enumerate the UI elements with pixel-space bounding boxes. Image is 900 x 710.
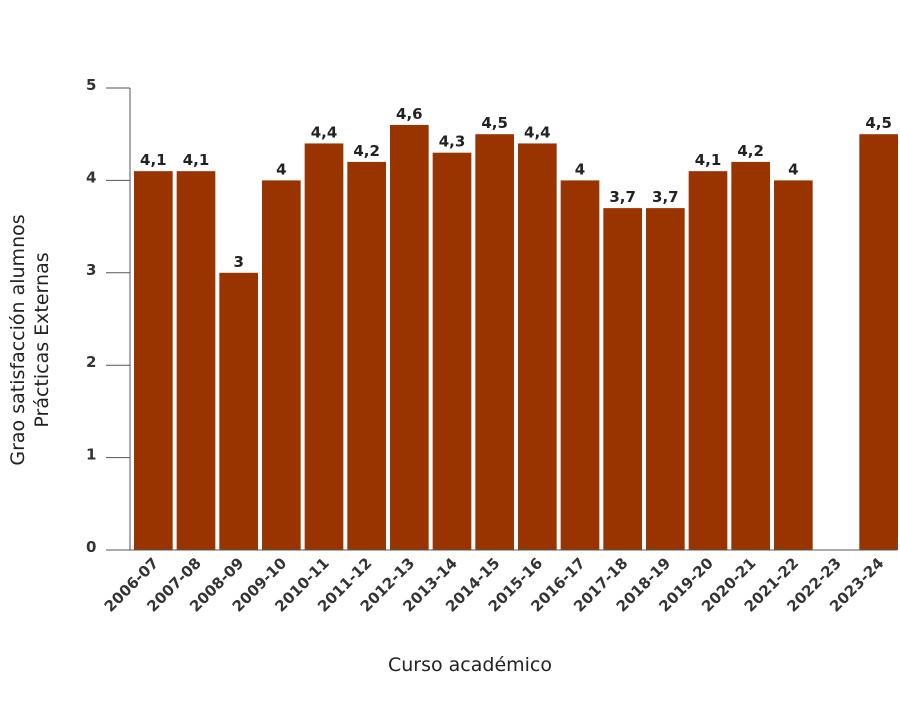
- y-axis-title: Grao satisfacción alumnos Prácticas Exte…: [7, 214, 53, 465]
- y-tick-label: 1: [86, 446, 96, 464]
- y-axis-title-line-2: Prácticas Externas: [31, 252, 53, 427]
- bar-2011-12: [347, 161, 386, 551]
- bar-2020-21: [731, 161, 770, 551]
- data-label-2020-21: 4,2: [737, 142, 764, 160]
- bar-2010-11: [304, 143, 344, 550]
- bar-2008-09: [219, 272, 258, 550]
- data-label-2015-16: 4,4: [524, 123, 551, 141]
- data-label-2011-12: 4,2: [353, 142, 380, 160]
- data-label-2010-11: 4,4: [311, 123, 338, 141]
- data-label-2008-09: 3: [233, 253, 243, 271]
- y-axis: 0 1 2 3 4 5: [86, 76, 131, 556]
- data-label-2021-22: 4: [788, 160, 798, 178]
- bar-2012-13: [390, 124, 429, 551]
- bar-2014-15: [475, 134, 514, 550]
- y-tick-label: 0: [86, 538, 96, 556]
- data-label-2023-24: 4,5: [865, 114, 892, 132]
- y-tick-label: 2: [86, 353, 96, 371]
- x-axis-title: Curso académico: [388, 654, 552, 676]
- bar-2019-20: [688, 171, 728, 550]
- data-label-2007-08: 4,1: [183, 151, 210, 169]
- bar-2007-08: [176, 171, 216, 550]
- bar-2015-16: [518, 143, 557, 550]
- data-labels: 4,1 4,1 3 4 4,4 4,2 4,6 4,3 4,5 4,4 4 3,7 3,7 4,1 4,2 4…: [140, 105, 892, 271]
- data-label-2019-20: 4,1: [695, 151, 722, 169]
- x-axis: 2006-072007-082008-092009-102010-112011-…: [101, 538, 898, 616]
- bars: [134, 124, 898, 551]
- data-label-2014-15: 4,5: [481, 114, 508, 132]
- y-tick-label: 3: [86, 261, 96, 279]
- data-label-2013-14: 4,3: [439, 133, 466, 151]
- y-tick-label: 4: [86, 168, 96, 186]
- data-label-2018-19: 3,7: [652, 188, 679, 206]
- data-label-2006-07: 4,1: [140, 151, 167, 169]
- bar-2017-18: [603, 208, 642, 550]
- y-axis-title-line-1: Grao satisfacción alumnos: [7, 214, 29, 465]
- y-tick-label: 5: [86, 76, 96, 94]
- data-label-2009-10: 4: [276, 160, 286, 178]
- bar-2009-10: [262, 180, 301, 550]
- bar-2021-22: [774, 180, 813, 550]
- data-label-2017-18: 3,7: [609, 188, 636, 206]
- bar-2016-17: [560, 180, 600, 550]
- bar-2013-14: [432, 152, 472, 550]
- bar-2018-19: [646, 208, 685, 550]
- data-label-2012-13: 4,6: [396, 105, 423, 123]
- bar-2006-07: [134, 171, 173, 550]
- bar-2023-24: [859, 134, 898, 550]
- data-label-2016-17: 4: [575, 160, 585, 178]
